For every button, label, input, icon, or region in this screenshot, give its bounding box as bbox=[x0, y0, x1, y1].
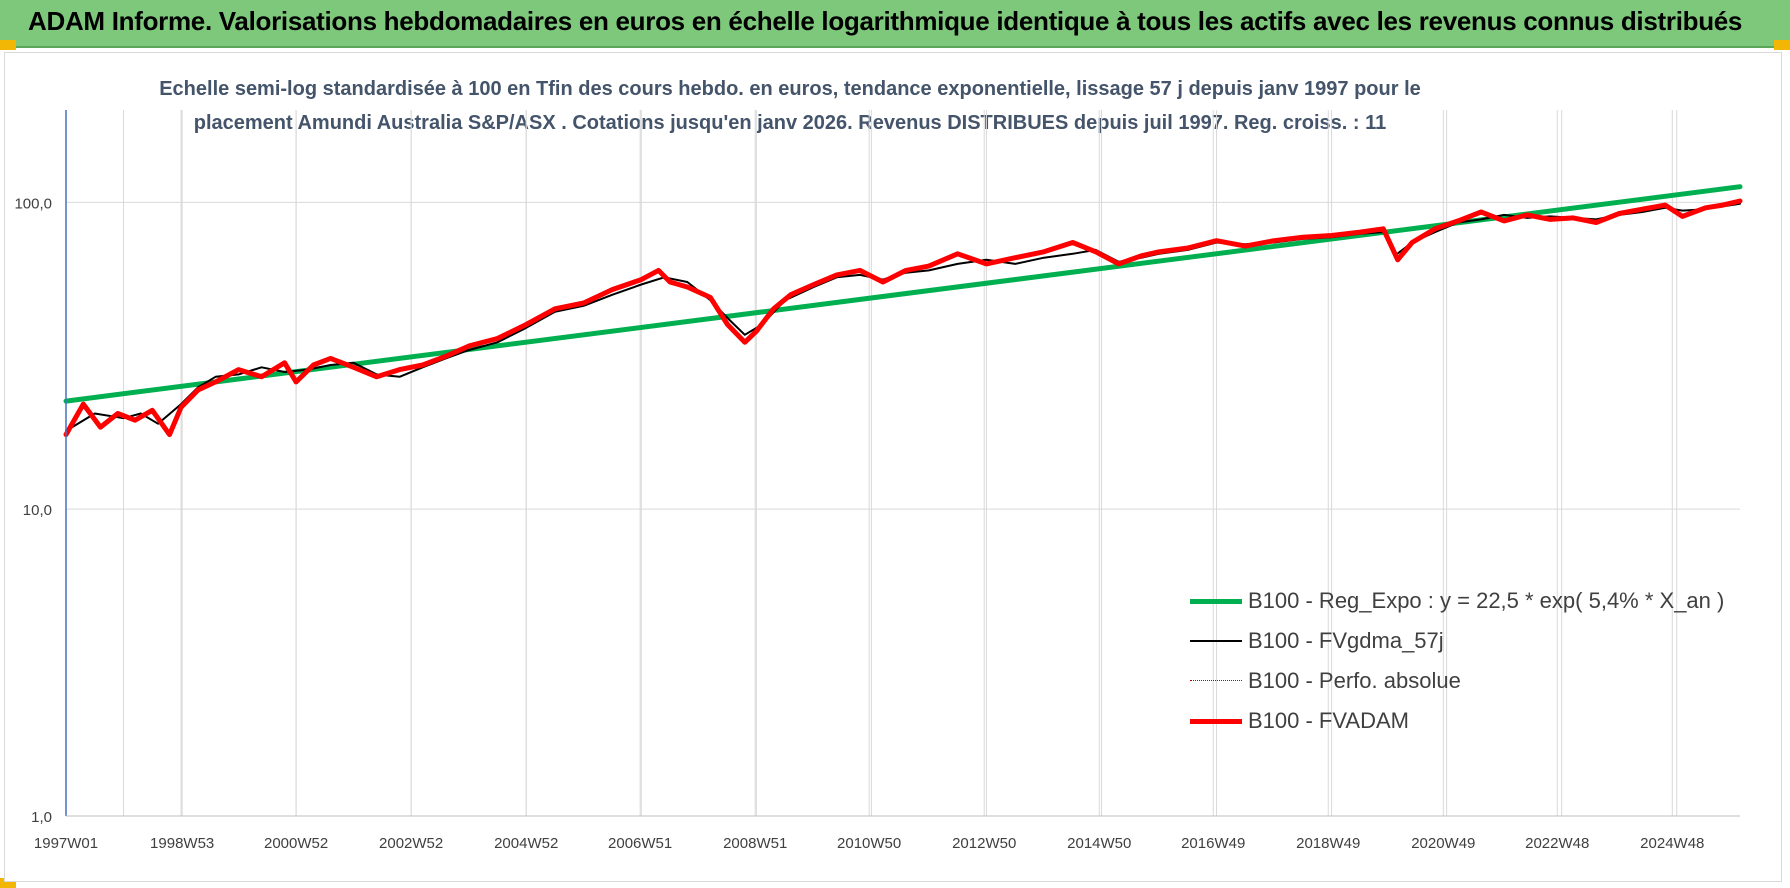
x-tick-label: 2022W48 bbox=[1525, 835, 1589, 852]
x-tick-label: 2002W52 bbox=[379, 835, 443, 852]
legend-item: B100 - Reg_Expo : y = 22,5 * exp( 5,4% *… bbox=[1190, 583, 1724, 623]
x-tick-label: 2016W49 bbox=[1181, 835, 1245, 852]
x-tick-label: 2000W52 bbox=[264, 835, 328, 852]
x-tick-label: 1997W01 bbox=[34, 835, 98, 852]
legend-swatch bbox=[1190, 680, 1242, 682]
corner-marker bbox=[0, 878, 16, 888]
y-tick-label: 100,0 bbox=[14, 195, 52, 212]
chart-title: Echelle semi-log standardisée à 100 en T… bbox=[150, 72, 1430, 140]
legend-label: B100 - Reg_Expo : y = 22,5 * exp( 5,4% *… bbox=[1248, 588, 1725, 613]
x-tick-label: 1998W53 bbox=[150, 835, 214, 852]
series-line-3 bbox=[63, 198, 1743, 438]
x-tick-label: 2012W50 bbox=[952, 835, 1016, 852]
legend-label: B100 - FVgdma_57j bbox=[1248, 628, 1444, 653]
x-tick-label: 2004W52 bbox=[494, 835, 558, 852]
legend-swatch bbox=[1190, 640, 1242, 642]
series-line-1 bbox=[65, 202, 1741, 432]
x-tick-label: 2008W51 bbox=[723, 835, 787, 852]
corner-marker bbox=[0, 40, 16, 50]
page-title: ADAM Informe. Valorisations hebdomadaire… bbox=[28, 6, 1743, 36]
legend-swatch bbox=[1190, 718, 1242, 724]
legend-swatch bbox=[1190, 598, 1242, 604]
y-tick-label: 10,0 bbox=[23, 502, 52, 519]
chart-area bbox=[4, 52, 1782, 882]
chart-legend: B100 - Reg_Expo : y = 22,5 * exp( 5,4% *… bbox=[1190, 583, 1724, 743]
legend-item: B100 - Perfo. absolue bbox=[1190, 663, 1710, 703]
x-tick-label: 2014W50 bbox=[1067, 835, 1131, 852]
legend-item: B100 - FVADAM bbox=[1190, 703, 1710, 743]
chart-title-line2: placement Amundi Australia S&P/ASX . Cot… bbox=[193, 112, 1387, 134]
header-bar: ADAM Informe. Valorisations hebdomadaire… bbox=[0, 0, 1790, 48]
chart-series bbox=[63, 184, 1743, 438]
legend-item: B100 - FVgdma_57j bbox=[1190, 623, 1710, 663]
corner-marker bbox=[1774, 40, 1790, 50]
y-tick-label: 1,0 bbox=[31, 809, 52, 826]
legend-label: B100 - Perfo. absolue bbox=[1248, 668, 1461, 693]
x-tick-label: 2020W49 bbox=[1411, 835, 1475, 852]
x-tick-label: 2006W51 bbox=[608, 835, 672, 852]
x-tick-label: 2010W50 bbox=[837, 835, 901, 852]
x-tick-label: 2018W49 bbox=[1296, 835, 1360, 852]
legend-label: B100 - FVADAM bbox=[1248, 708, 1409, 733]
chart-title-line1: Echelle semi-log standardisée à 100 en T… bbox=[159, 78, 1421, 100]
chart-axes: 1997W01 1998W53 2000W52 2002W52 2004W52 2006W… bbox=[14, 110, 1740, 852]
x-tick-label: 2024W48 bbox=[1640, 835, 1704, 852]
